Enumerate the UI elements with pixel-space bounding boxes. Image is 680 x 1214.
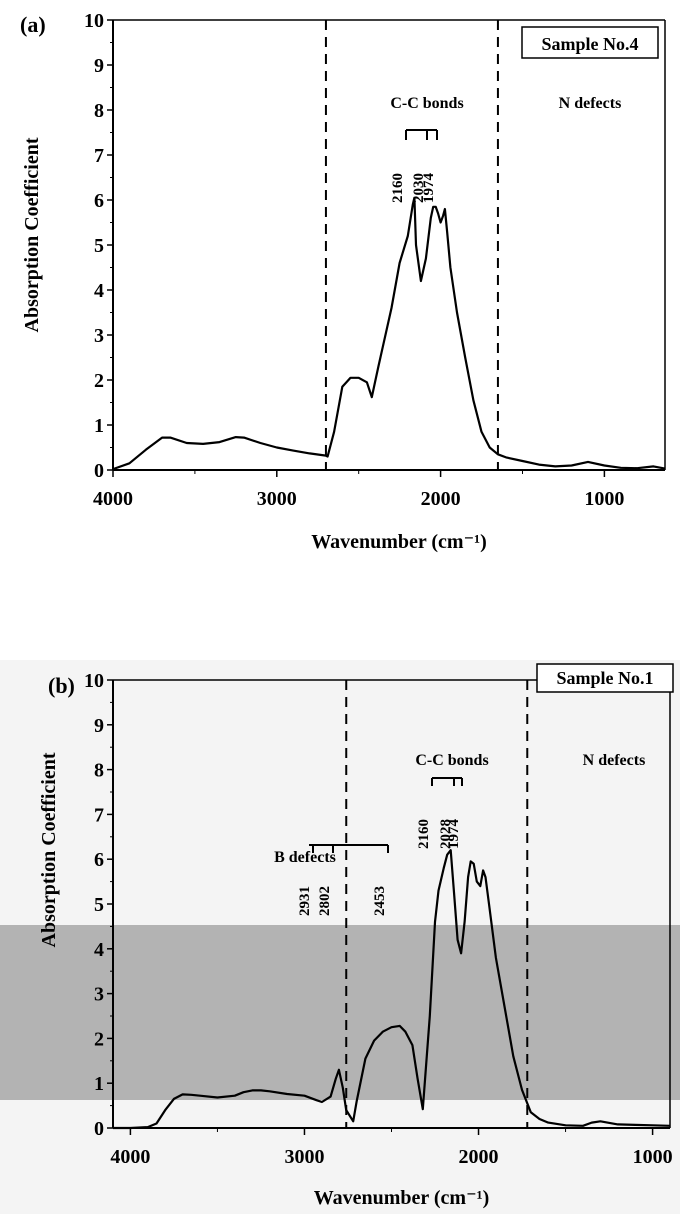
- peak-label: 2453: [372, 886, 388, 916]
- y-tick-label: 10: [84, 10, 104, 32]
- y-tick-label: 4: [94, 280, 104, 302]
- panel-a: 0 1 2 3 4 5 6 7 8 9 10 4000 3000 2000 1000 Wavenumber (…: [20, 10, 666, 553]
- x-tick-label: 3000: [257, 488, 297, 510]
- y-tick-label: 2: [94, 1028, 104, 1050]
- y-tick-label: 1: [94, 415, 104, 437]
- x-tick-label: 4000: [93, 488, 133, 510]
- spectrum-line: [112, 196, 666, 471]
- region-label: N defects: [583, 752, 646, 769]
- y-tick-label: 7: [94, 145, 104, 167]
- region-label: B defects: [274, 849, 336, 866]
- legend-label: Sample No.4: [541, 34, 638, 54]
- peak-label: 2160: [390, 173, 406, 203]
- x-axis-label: Wavenumber (cm⁻¹): [314, 1187, 490, 1209]
- peak-label: 1974: [446, 819, 462, 850]
- panel-label: (a): [20, 12, 46, 37]
- x-tick-label: 3000: [284, 1146, 324, 1168]
- y-tick-label: 9: [94, 55, 104, 77]
- region-label: C-C bonds: [390, 95, 463, 112]
- peak-label: 2931: [297, 886, 313, 916]
- y-tick-label: 7: [94, 804, 104, 826]
- y-tick-label: 4: [94, 939, 104, 961]
- y-tick-label: 8: [94, 760, 104, 782]
- peak-label: 2028: [438, 819, 454, 849]
- x-tick-label: 1000: [584, 488, 624, 510]
- y-tick-label: 3: [94, 325, 104, 347]
- y-tick-label: 8: [94, 100, 104, 122]
- spectrum-line: [113, 849, 671, 1130]
- y-tick-label: 3: [94, 984, 104, 1006]
- x-tick-label: 2000: [421, 488, 461, 510]
- peak-label: 2030: [411, 173, 427, 203]
- peak-label: 1974: [421, 173, 437, 204]
- y-axis-label: Absorption Coefficient: [38, 752, 60, 947]
- region-label: N defects: [559, 95, 622, 112]
- y-tick-label: 5: [94, 235, 104, 257]
- x-axis-label: Wavenumber (cm⁻¹): [311, 531, 487, 553]
- x-tick-label: 1000: [633, 1146, 673, 1168]
- region-label: C-C bonds: [415, 752, 488, 769]
- y-tick-label: 1: [94, 1073, 104, 1095]
- y-tick-label: 0: [94, 460, 104, 482]
- x-tick-label: 2000: [459, 1146, 499, 1168]
- peak-label: 2160: [416, 819, 432, 849]
- panel-b: 0 1 2 3 4 5 6 7 8 9 10 4000 3000 2000 1000 Wavenumber (…: [38, 663, 674, 1209]
- y-tick-label: 0: [94, 1118, 104, 1140]
- x-tick-label: 4000: [110, 1146, 150, 1168]
- y-axis-label: Absorption Coefficient: [21, 137, 43, 332]
- y-tick-label: 9: [94, 715, 104, 737]
- panel-label: (b): [48, 673, 75, 698]
- legend-label: Sample No.1: [556, 668, 653, 688]
- y-tick-label: 5: [94, 894, 104, 916]
- y-tick-label: 6: [94, 190, 104, 212]
- y-tick-label: 10: [84, 670, 104, 692]
- y-tick-label: 2: [94, 370, 104, 392]
- legend-box: [536, 663, 674, 693]
- legend-box: [521, 26, 659, 59]
- y-tick-label: 6: [94, 849, 104, 871]
- peak-label: 2802: [317, 886, 333, 916]
